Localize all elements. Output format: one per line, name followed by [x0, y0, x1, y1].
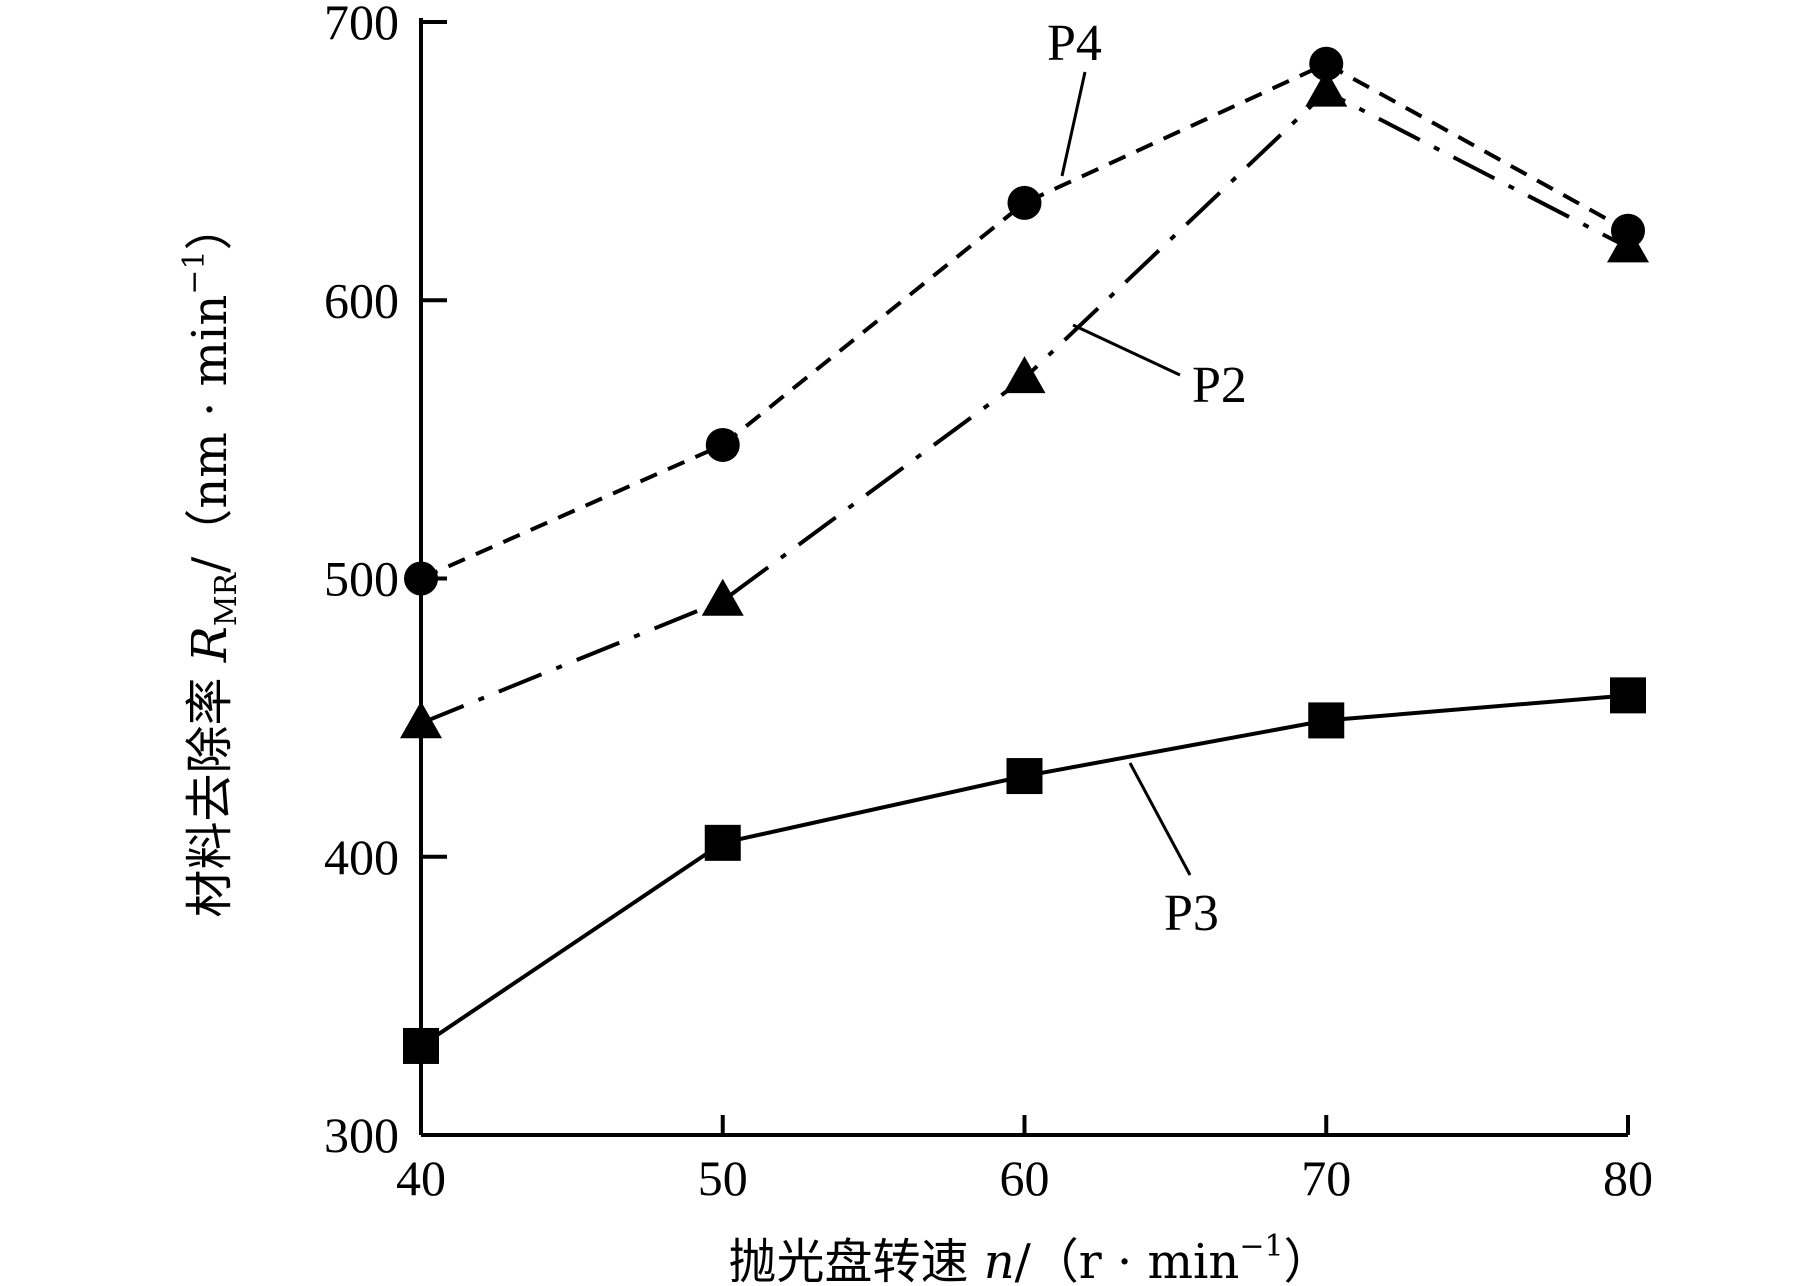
y-tick-label: 300 [324, 1107, 399, 1163]
data-point-p2 [701, 578, 744, 616]
x-axis-title-unit-close: ） [1284, 1234, 1332, 1286]
series-line-p3 [419, 693, 1629, 1048]
y-tick-label: 500 [324, 551, 399, 607]
x-tick-label: 70 [1301, 1150, 1351, 1206]
data-point-p3 [1610, 677, 1646, 714]
axes [419, 18, 1628, 1137]
data-point-p4 [1309, 46, 1344, 81]
data-point-p3 [1308, 702, 1345, 739]
y-axis-title-unit-close: ） [182, 202, 238, 250]
data-point-p2 [400, 701, 442, 739]
x-tick-label: 60 [1000, 1150, 1050, 1206]
y-axis-title-unit-exponent: −1 [177, 250, 212, 294]
y-tick-label: 600 [324, 272, 399, 328]
leader-line-p2 [1072, 323, 1181, 377]
y-tick-label: 700 [324, 0, 399, 50]
data-point-p4 [705, 427, 740, 462]
data-point-p3 [403, 1027, 439, 1064]
x-axis-title: 抛光盘转速 n/（r · min−1） [728, 1229, 1331, 1286]
series-p4 [404, 46, 1645, 596]
x-axis-title-unit-exponent: −1 [1239, 1229, 1283, 1264]
y-axis-title-subscript: MR [209, 571, 244, 626]
y-axis-title: 材料去除率 RMR/（nm · min−1） [177, 202, 244, 917]
x-tick-label: 50 [698, 1150, 748, 1206]
x-axis-title-prefix: 抛光盘转速 [728, 1234, 983, 1286]
data-point-p3 [1006, 758, 1043, 795]
x-axis-title-unit: /（r · min [1015, 1234, 1240, 1286]
data-point-p3 [704, 824, 741, 861]
series-label-p4: P4 [1047, 15, 1102, 72]
data-point-p4 [1007, 185, 1042, 220]
data-point-p2 [1607, 225, 1649, 263]
series-p3 [403, 677, 1646, 1064]
series-label-p2: P2 [1192, 357, 1247, 414]
data-point-p2 [1305, 69, 1348, 107]
series-p2 [400, 69, 1649, 739]
y-axis-title-prefix: 材料去除率 [182, 662, 238, 917]
leader-line-p3 [1128, 762, 1192, 876]
y-axis-title-variable: R [182, 626, 238, 663]
data-point-p4 [404, 561, 438, 596]
series-label-p3: P3 [1164, 885, 1219, 942]
x-tick-label: 80 [1603, 1150, 1653, 1206]
x-tick-label: 40 [396, 1150, 446, 1206]
y-tick-label: 400 [324, 829, 399, 885]
data-point-p2 [1003, 356, 1046, 394]
series-layer [400, 46, 1649, 1064]
series-callouts: P4 P2 P3 [1047, 15, 1247, 942]
leader-line-p4 [1060, 71, 1087, 177]
series-line-p4 [420, 61, 1629, 581]
x-axis-title-variable: n [984, 1234, 1015, 1286]
y-axis-title-unit: /（nm · min [182, 295, 238, 573]
ticks: 40 50 60 70 80 300 400 500 600 700 [324, 0, 1653, 1206]
